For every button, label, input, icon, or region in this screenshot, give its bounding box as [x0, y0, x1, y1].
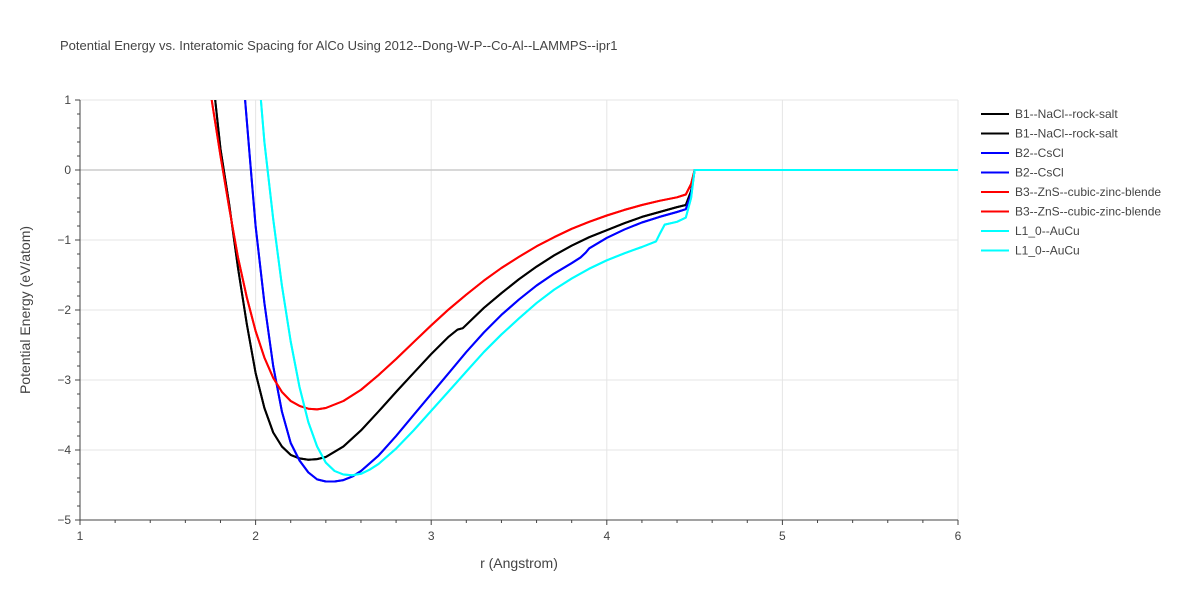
legend-label: B1--NaCl--rock-salt	[1015, 107, 1118, 121]
legend-item[interactable]: L1_0--AuCu	[981, 224, 1080, 238]
x-tick-label: 4	[603, 529, 610, 543]
x-axis-ticks: 1 2 3 4 5 6	[77, 520, 962, 543]
legend-label: B2--CsCl	[1015, 166, 1064, 180]
legend-item[interactable]: L1_0--AuCu	[981, 244, 1080, 258]
legend-item[interactable]: B1--NaCl--rock-salt	[981, 127, 1118, 141]
x-axis-label: r (Angstrom)	[480, 555, 558, 571]
legend-label: B3--ZnS--cubic-zinc-blende	[1015, 185, 1161, 199]
x-tick-label: 3	[428, 529, 435, 543]
y-tick-label: −4	[57, 443, 71, 457]
legend-item[interactable]: B2--CsCl	[981, 146, 1064, 160]
legend-label: B1--NaCl--rock-salt	[1015, 127, 1118, 141]
series-line-5	[210, 100, 958, 411]
x-tick-label: 1	[77, 529, 84, 543]
chart-title: Potential Energy vs. Interatomic Spacing…	[60, 38, 618, 53]
legend-item[interactable]: B2--CsCl	[981, 166, 1064, 180]
legend-label: L1_0--AuCu	[1015, 224, 1080, 238]
x-tick-label: 5	[779, 529, 786, 543]
series-line-3	[244, 100, 958, 483]
series-line-2	[244, 100, 958, 483]
legend-item[interactable]: B3--ZnS--cubic-zinc-blende	[981, 185, 1161, 199]
legend-label: L1_0--AuCu	[1015, 244, 1080, 258]
y-tick-label: 1	[64, 93, 71, 107]
legend-label: B2--CsCl	[1015, 146, 1064, 160]
x-tick-label: 6	[955, 529, 962, 543]
legend[interactable]: B1--NaCl--rock-salt B1--NaCl--rock-salt B2…	[981, 107, 1161, 258]
y-axis-ticks: 1 0 −1 −2 −3 −4 −5	[57, 93, 80, 527]
y-axis-label: Potential Energy (eV/atom)	[17, 226, 33, 394]
series-line-0	[214, 100, 958, 461]
series-layer	[210, 100, 958, 483]
legend-label: B3--ZnS--cubic-zinc-blende	[1015, 205, 1161, 219]
y-tick-label: −1	[57, 233, 71, 247]
y-tick-label: −5	[57, 513, 71, 527]
series-line-1	[214, 100, 958, 461]
legend-item[interactable]: B1--NaCl--rock-salt	[981, 107, 1118, 121]
grid-lines	[80, 99, 959, 520]
y-tick-label: −2	[57, 303, 71, 317]
series-line-6	[259, 100, 958, 477]
y-tick-label: −3	[57, 373, 71, 387]
series-line-7	[259, 100, 958, 477]
y-tick-label: 0	[64, 163, 71, 177]
x-tick-label: 2	[252, 529, 259, 543]
legend-item[interactable]: B3--ZnS--cubic-zinc-blende	[981, 205, 1161, 219]
